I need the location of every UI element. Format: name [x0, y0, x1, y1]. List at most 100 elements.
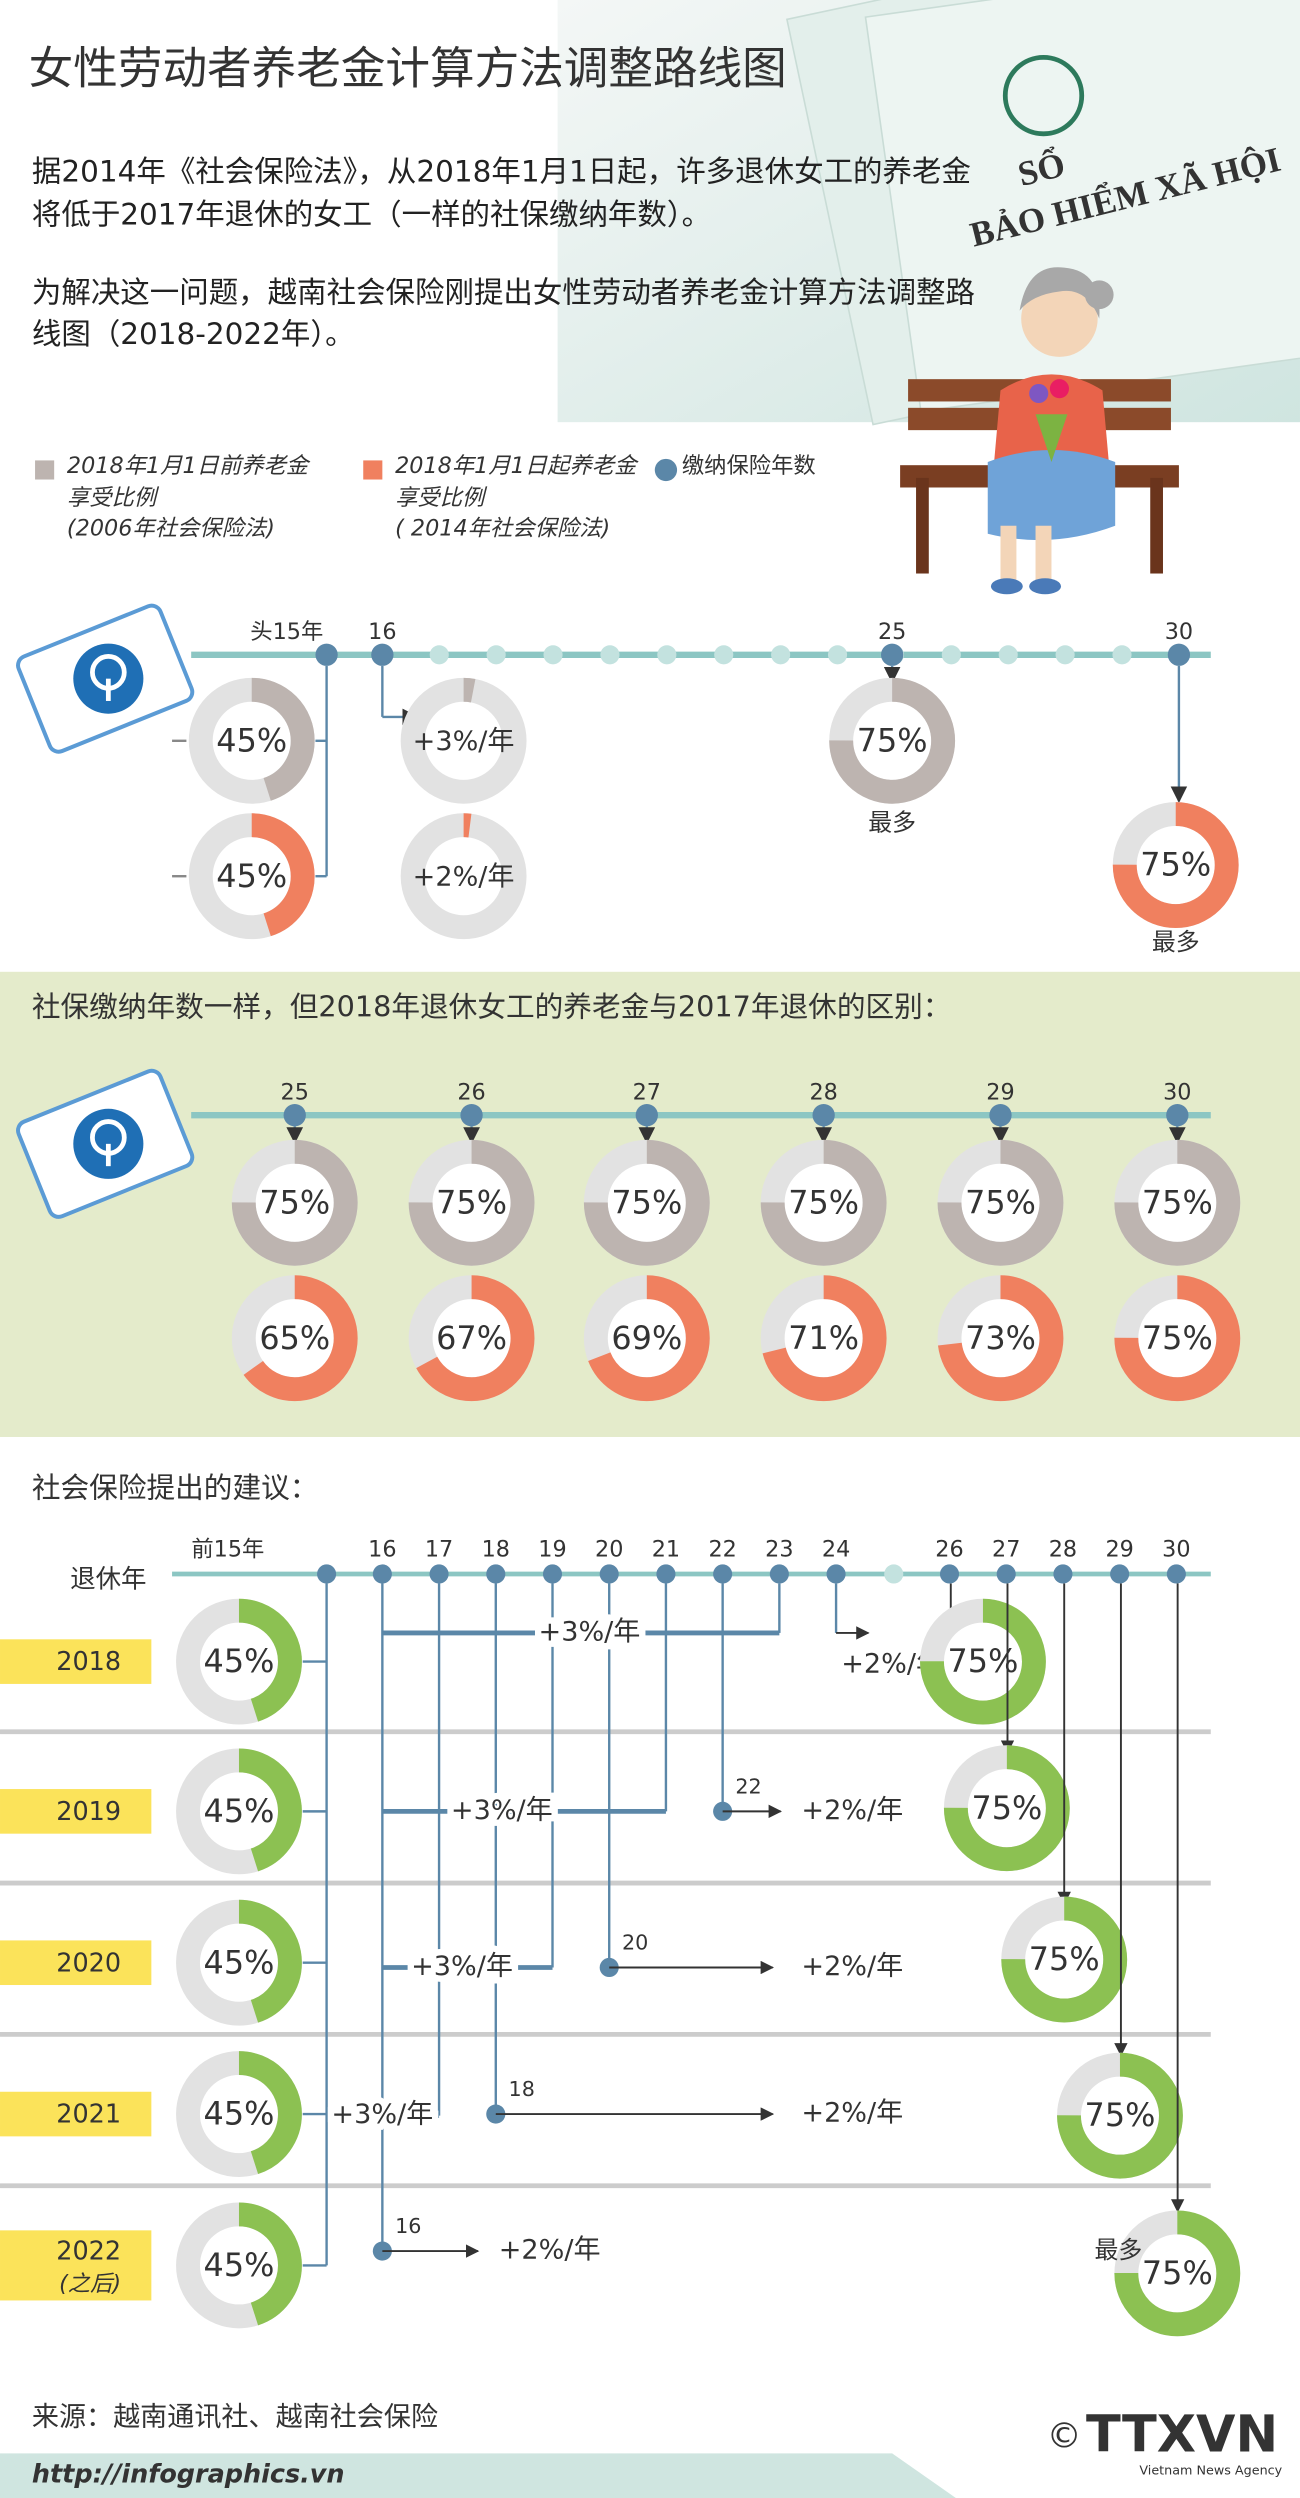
note: 最多: [868, 809, 916, 837]
year-label: 19: [538, 1537, 566, 1563]
timeline-label: 30: [1165, 619, 1193, 645]
title: 女性劳动者养老金计算方法调整路线图: [29, 43, 787, 95]
legend-text: 缴纳保险年数: [682, 452, 825, 483]
year-label: 24: [822, 1537, 850, 1563]
legend-text: 2018年1月1日前养老金享受比例 (2006年社会保险法): [67, 452, 322, 546]
donut-arc: [1114, 1275, 1241, 1402]
timeline-dot: [812, 1104, 835, 1127]
year-label: 28: [809, 1079, 837, 1105]
donut-arc: [176, 1598, 302, 1725]
row-year: 2018: [56, 1647, 121, 1677]
timeline-dot: [372, 1564, 392, 1584]
timeline-dot: [1055, 645, 1075, 665]
donut-arc: [583, 1275, 710, 1402]
year-tag: [0, 1639, 152, 1684]
legend-label: 2018年1月1日前养老金享受比例: [66, 454, 309, 511]
axis-label: 退休年: [70, 1564, 146, 1594]
paragraph: 为解决这一问题，越南社会保险刚提出女性劳动者养老金计算方法调整路线图（2018-…: [31, 276, 976, 353]
timeline-dot: [939, 1564, 960, 1584]
legend-text: 2018年1月1日起养老金享受比例 ( 2014年社会保险法): [395, 452, 650, 546]
year-tag: [0, 2091, 152, 2137]
year-label: 21: [652, 1537, 680, 1563]
note: 最多: [1095, 2236, 1143, 2264]
donut-arc: [408, 1139, 535, 1266]
donut-label: +2%/年: [413, 861, 515, 892]
timeline-dot: [1166, 1104, 1189, 1127]
donut-label: 71%: [788, 1319, 859, 1357]
donut-label: 45%: [204, 1642, 275, 1680]
year-label: 28: [1049, 1537, 1077, 1563]
start-label: 22: [735, 1774, 761, 1798]
donut-label: 75%: [436, 1183, 507, 1221]
donut-arc: [829, 677, 956, 804]
logo: TTXVN: [1086, 2405, 1278, 2464]
timeline-dot: [1167, 643, 1191, 666]
row-year: 2020: [56, 1948, 121, 1978]
rate-label: +3%/年: [451, 1795, 553, 1826]
legend-label: 2018年1月1日起养老金享受比例: [395, 454, 637, 511]
timeline-dot: [486, 645, 506, 665]
donut-label: +3%/年: [413, 726, 515, 757]
logo-symbol: ©: [1047, 2415, 1082, 2456]
agency: Vietnam News Agency: [1139, 2463, 1282, 2478]
donut-arc: [176, 2202, 302, 2329]
timeline-dot: [1166, 1564, 1186, 1584]
year-label: 26: [935, 1537, 963, 1563]
year-label: 25: [281, 1079, 309, 1105]
timeline-dot: [542, 1564, 563, 1584]
donut-label: 75%: [971, 1789, 1042, 1827]
rate-label: +2%/年: [499, 2235, 601, 2266]
donut-arc: [176, 1748, 302, 1875]
timeline-dot: [771, 645, 791, 665]
donut-arc: [188, 677, 315, 804]
url: http://infographics.vn: [32, 2460, 345, 2490]
timeline-dot: [429, 1564, 449, 1584]
source: 来源：越南通讯社、越南社会保险: [32, 2402, 438, 2433]
donut-label: 73%: [965, 1319, 1036, 1357]
donut-label: 45%: [204, 1943, 275, 1981]
paragraph: 据2014年《社会保险法》，从2018年1月1日起，许多退休女工的养老金将低于2…: [31, 156, 971, 233]
donut-arc: [760, 1275, 887, 1402]
timeline-dot: [998, 645, 1018, 665]
donut-label: 75%: [1142, 1183, 1213, 1221]
year-label: 18: [482, 1537, 510, 1563]
year-tag: [0, 2230, 152, 2301]
donut-arc: [176, 2051, 302, 2177]
timeline-label: 25: [878, 619, 906, 645]
year-label: 27: [992, 1537, 1020, 1563]
year-label: 27: [633, 1079, 661, 1105]
timeline-dot: [884, 1564, 904, 1584]
timeline-dot: [657, 645, 677, 665]
donut-arc: [1114, 1139, 1241, 1266]
rate-label: +3%/年: [411, 1951, 513, 1982]
year-label: 22: [708, 1537, 736, 1563]
donut-label: 75%: [259, 1183, 330, 1221]
year-label: 16: [368, 1537, 396, 1563]
donut-label: 75%: [611, 1183, 682, 1221]
timeline-dot: [486, 1564, 506, 1584]
donut-label: 45%: [204, 2246, 275, 2284]
donut-arc: [760, 1139, 887, 1266]
year-label: 17: [425, 1537, 453, 1563]
note: 最多: [1152, 928, 1200, 956]
donut-arc: [1001, 1896, 1128, 2023]
intro: 据2014年《社会保险法》，从2018年1月1日起，许多退休女工的养老金将低于2…: [31, 156, 976, 353]
year-label: 20: [595, 1537, 623, 1563]
donut-arc: [400, 677, 527, 804]
section-title: 社保缴纳年数一样，但2018年退休女工的养老金与2017年退休的区别：: [32, 989, 952, 1023]
timeline-dot: [460, 1104, 483, 1127]
donut-label: 67%: [436, 1319, 507, 1357]
year-label: 26: [457, 1079, 485, 1105]
row-year: 2019: [56, 1797, 121, 1827]
timeline-dot: [996, 1564, 1016, 1584]
rate-label: +3%/年: [331, 2099, 433, 2130]
timeline-dot: [989, 1104, 1012, 1127]
timeline-dot: [283, 1104, 306, 1127]
timeline-dot: [826, 1564, 846, 1584]
donut-arc: [1112, 802, 1239, 928]
donut-arc: [408, 1275, 535, 1402]
timeline-dot: [827, 645, 848, 665]
donut-arc: [188, 813, 315, 940]
